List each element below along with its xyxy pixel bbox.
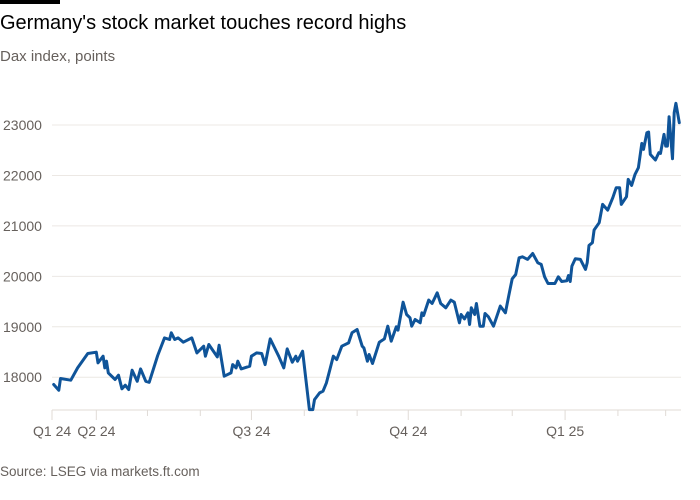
x-axis: Q1 24 Q2 24 Q3 24 Q4 24 Q1 25 [33,409,681,439]
x-tick-label: Q2 24 [77,423,115,439]
line-chart: 18000 19000 20000 21000 22000 23000 Q1 24 Q2 2… [3,101,681,439]
y-axis-ticks: 18000 19000 20000 21000 22000 23000 [3,117,42,385]
y-tick-label: 18000 [3,369,42,385]
y-tick-label: 21000 [3,218,42,234]
x-tick-label: Q1 24 [33,423,71,439]
y-tick-label: 19000 [3,319,42,335]
chart-title: Germany's stock market touches record hi… [0,12,407,34]
x-tick-label: Q4 24 [389,423,427,439]
source-note: Source: LSEG via markets.ft.com [0,464,200,479]
y-tick-label: 22000 [3,167,42,183]
chart-subtitle: Dax index, points [0,48,116,65]
y-tick-label: 23000 [3,117,42,133]
gridlines [52,124,681,378]
x-tick-label: Q1 25 [546,423,584,439]
x-tick-label: Q3 24 [232,423,270,439]
dax-series-line [52,101,681,412]
ft-brand-bar [0,0,60,4]
y-tick-label: 20000 [3,268,42,284]
